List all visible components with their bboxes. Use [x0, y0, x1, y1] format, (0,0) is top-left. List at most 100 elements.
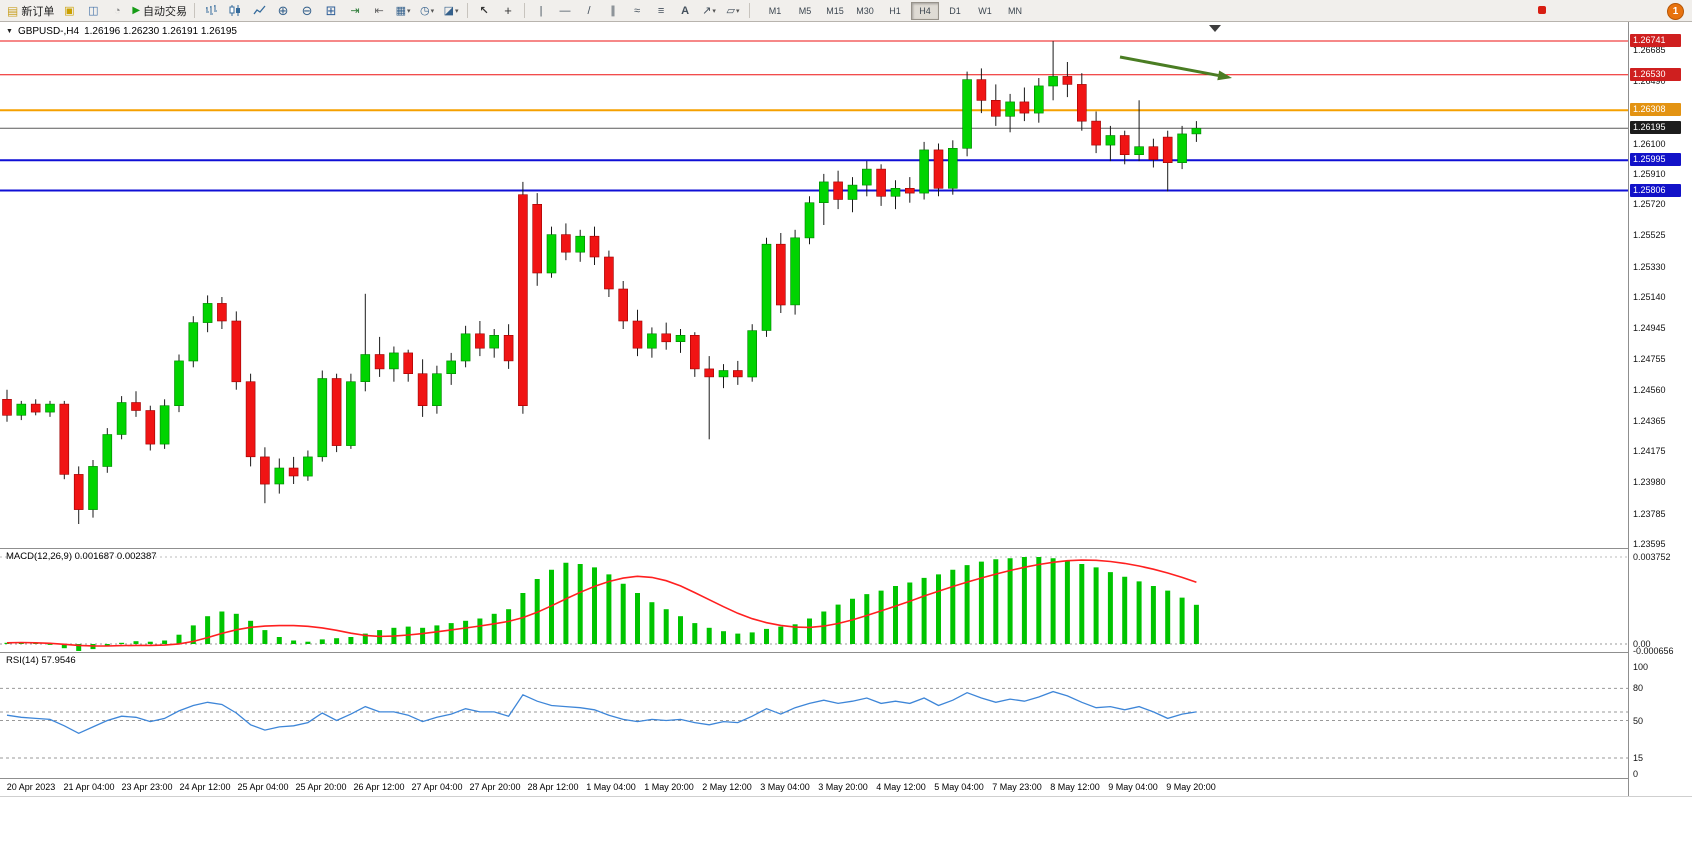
price-axis[interactable]: 1.266851.264901.262951.261001.259101.257…	[1629, 22, 1692, 796]
time-tick-label: 1 May 20:00	[644, 782, 694, 792]
candle-body	[374, 354, 385, 370]
time-tick-label: 9 May 04:00	[1108, 782, 1158, 792]
line-chart-button[interactable]	[248, 2, 270, 20]
auto-scroll-button[interactable]: ⇥	[344, 2, 366, 20]
price-tick-label: 1.25910	[1633, 169, 1666, 179]
timeframe-button-m5[interactable]: M5	[798, 5, 812, 16]
shapes-tool-button[interactable]: ▱ ▾	[722, 2, 744, 20]
timeframe-button-h4[interactable]: H4	[911, 1, 940, 20]
candle-body	[403, 352, 414, 374]
cursor-button[interactable]: ↖	[473, 2, 495, 20]
candle-body	[575, 235, 586, 253]
candle-body	[761, 243, 772, 331]
channel-button[interactable]: ∥	[602, 2, 624, 20]
candle-body	[661, 333, 672, 343]
chart-window-icon: ◫	[88, 5, 99, 17]
candle-body	[1048, 76, 1058, 87]
workspace-icon: ▣	[64, 5, 75, 17]
zoom-out-button[interactable]: ⊖	[296, 2, 318, 20]
candle-body	[804, 202, 815, 239]
timeframe-button-m15[interactable]: M15	[826, 5, 844, 16]
chevron-down-icon: ▾	[736, 7, 740, 15]
candle-body	[231, 320, 242, 383]
template-button[interactable]: ◪ ▾	[440, 2, 462, 20]
rsi-pane[interactable]	[0, 653, 1628, 778]
macd-pane[interactable]	[0, 549, 1628, 652]
one-click-panel-toggle-icon[interactable]: ▼	[6, 28, 13, 35]
symbol-period-label: GBPUSD-,H4	[17, 26, 80, 37]
grid-tool-button[interactable]: ≡	[650, 2, 672, 20]
alert-icon[interactable]	[1538, 6, 1546, 14]
time-tick-label: 21 Apr 04:00	[63, 782, 115, 792]
notification-badge[interactable]: 1	[1667, 3, 1684, 20]
fibonacci-icon: ≈	[634, 4, 641, 17]
candle-body	[288, 467, 299, 477]
candle-body	[876, 168, 886, 197]
candle-body	[2, 398, 12, 416]
chart-shift-button[interactable]: ⇤	[368, 2, 390, 20]
candle-body	[604, 256, 614, 290]
timeframe-button-m1[interactable]: M1	[768, 5, 782, 16]
tile-windows-button[interactable]: ⊞	[320, 2, 342, 20]
new-order-label: 新订单	[21, 5, 55, 18]
price-tick-label: 1.26100	[1633, 139, 1666, 149]
candle-body	[303, 456, 313, 477]
price-chart-pane[interactable]	[0, 22, 1628, 548]
timeframe-button-w1[interactable]: W1	[978, 5, 992, 16]
new-chart-button[interactable]: ▦ ▾	[392, 2, 414, 20]
time-tick-label: 7 May 23:00	[992, 782, 1042, 792]
annotation-arrow-shaft[interactable]	[1119, 55, 1219, 77]
timeframe-button-mn[interactable]: MN	[1008, 5, 1023, 16]
community-button[interactable]: ◔	[106, 2, 128, 20]
candle-body	[732, 370, 743, 378]
trendline-button[interactable]: /	[578, 2, 600, 20]
new-chart-icon: ▦	[395, 5, 406, 17]
bar-chart-icon	[205, 5, 217, 15]
new-order-button[interactable]: ▤ 新订单	[5, 2, 56, 20]
candle-body	[317, 378, 328, 458]
timeframe-button-h1[interactable]: H1	[889, 5, 901, 16]
axis-separator	[1628, 22, 1629, 796]
chart-window-button[interactable]: ◫	[82, 2, 104, 20]
vertical-line-button[interactable]: |	[530, 2, 552, 20]
candle-body	[1119, 135, 1130, 156]
chevron-down-icon: ▾	[406, 7, 411, 15]
time-axis[interactable]: 20 Apr 2023 21 Apr 04:00 23 Apr 23:00 24 Ap…	[0, 779, 1628, 796]
candle-body	[174, 360, 184, 406]
candle-body	[389, 352, 399, 370]
macd-axis-label: 0.003752	[1633, 552, 1671, 562]
workspace-button[interactable]: ▣	[58, 2, 80, 20]
candle-body	[1134, 146, 1144, 155]
time-tick-label: 24 Apr 12:00	[179, 782, 231, 792]
zoom-in-button[interactable]: ⊕	[272, 2, 294, 20]
candlestick-chart-button[interactable]	[224, 2, 246, 20]
pane-separator[interactable]	[0, 548, 1692, 549]
rsi-axis-label: 50	[1633, 716, 1644, 726]
candle-body	[518, 194, 528, 406]
auto-trading-button[interactable]: ▶ 自动交易	[130, 2, 189, 20]
pane-separator[interactable]	[0, 652, 1692, 653]
chart-shift-marker-icon[interactable]	[1209, 25, 1221, 32]
timeframe-button-d1[interactable]: D1	[949, 5, 961, 16]
bar-chart-button[interactable]	[200, 2, 222, 20]
arrows-tool-button[interactable]: ↗ ▾	[698, 2, 720, 20]
candle-body	[489, 334, 500, 349]
period-button[interactable]: ◷ ▾	[416, 2, 438, 20]
candle-body	[675, 334, 686, 342]
timeframe-button-m30[interactable]: M30	[856, 5, 874, 16]
macd-axis-label: 0.00	[1633, 639, 1651, 649]
text-tool-button[interactable]: A	[674, 2, 696, 20]
toolbar-separator	[749, 3, 751, 18]
horizontal-line-button[interactable]: —	[554, 2, 576, 20]
annotation-arrow-head[interactable]	[1217, 70, 1232, 81]
time-tick-label: 28 Apr 12:00	[527, 782, 579, 792]
candle-body	[1091, 120, 1101, 146]
crosshair-button[interactable]: +	[497, 2, 519, 20]
fibonacci-button[interactable]: ≈	[626, 2, 648, 20]
candle-body	[73, 474, 84, 510]
candle-body	[1062, 76, 1073, 85]
candle-body	[1162, 136, 1173, 163]
text-tool-icon: A	[681, 4, 690, 17]
candle-body	[818, 181, 829, 203]
